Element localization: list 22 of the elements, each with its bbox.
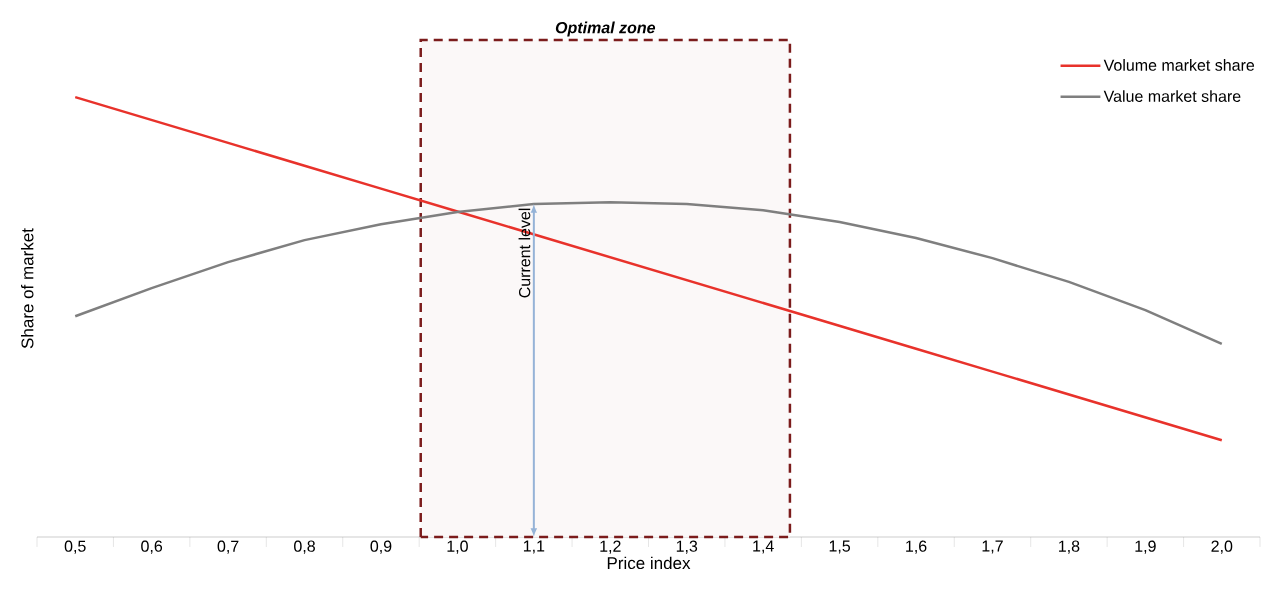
x-tick-label: 1,4 [753,540,774,554]
annotation: Current level [518,208,531,298]
x-tick-label: 1,8 [1059,540,1080,554]
x-tick-label: 1,0 [447,540,468,554]
x-tick-label: 1,7 [982,540,1003,554]
x-axis-title: Price index [607,556,691,570]
x-tick-label: 0,8 [294,540,315,554]
x-tick-label: 0,7 [217,540,239,554]
y-axis-title: Share of market [20,228,34,349]
legend-label: Value market share [1103,90,1241,102]
x-tick-label: 0,9 [370,540,392,554]
x-tick-label: 1,2 [600,540,621,554]
x-tick-label: 2,0 [1211,540,1233,554]
x-tick-label: 1,3 [676,540,698,554]
x-tick-label: 1,9 [1135,540,1156,554]
x-tick-label: 0,5 [64,540,86,554]
x-tick-label: 1,1 [523,540,545,554]
x-tick-label: 1,5 [829,540,851,554]
x-tick-label: 0,6 [141,540,163,554]
band-label: Optimal zone [555,21,656,37]
legend-label: Volume market share [1103,59,1255,71]
x-tick-label: 1,6 [906,540,927,554]
